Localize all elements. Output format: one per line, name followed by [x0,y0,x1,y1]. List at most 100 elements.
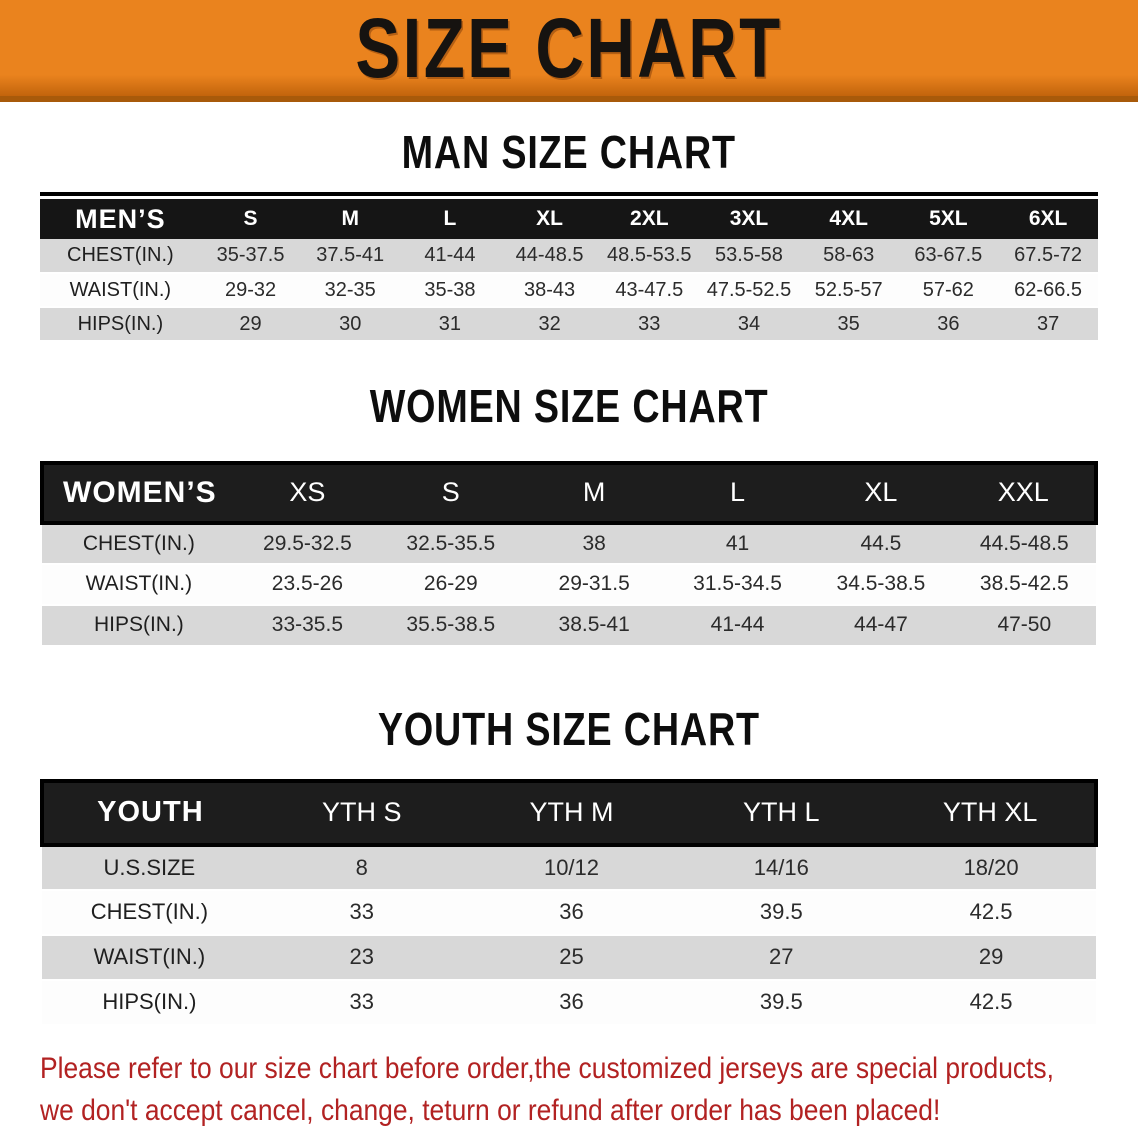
measurement-label: HIPS(IN.) [93,613,184,637]
measurement-value: 38-43 [524,278,576,301]
measurement-value: 32.5-35.5 [406,531,496,555]
measurement-value: 47-50 [997,613,1052,637]
measurement-value: 43-47.5 [615,278,684,301]
measurement-value: 42.5 [969,899,1013,925]
women-size-table: WOMEN’S XS S M L XL XXL CHEST(IN.) 29.5-32.5 32.5… [40,461,1098,647]
size-column-header: YTH S [256,780,467,845]
measurement-value: 63-67.5 [914,244,983,267]
measurement-value: 38.5-42.5 [979,572,1069,596]
measurement-label: WAIST(IN.) [85,572,193,596]
measurement-value: 44-47 [854,613,908,637]
measurement-value: 39.5 [759,899,803,925]
measurement-value: 23 [349,944,374,970]
youth-section-heading: YOUTH SIZE CHART [0,704,1138,753]
disclaimer-line-1: Please refer to our size chart before or… [40,1051,1054,1085]
measurement-value: 34 [737,312,761,335]
measurement-value: 18/20 [963,854,1019,880]
size-column-header: YTH L [676,780,887,845]
disclaimer: Please refer to our size chart before or… [40,1048,1098,1132]
measurement-value: 33 [349,899,374,925]
measurement-value: 37.5-41 [316,244,385,267]
measurement-label: WAIST(IN.) [69,278,172,301]
measurement-label: CHEST(IN.) [67,244,174,267]
measurement-value: 23.5-26 [271,572,344,596]
measurement-value: 35-37.5 [216,244,285,267]
size-column-header: S [379,462,523,523]
measurement-value: 62-66.5 [1014,278,1083,301]
measurement-row: WAIST(IN.) 23 25 27 29 [42,934,1096,980]
measurement-row: CHEST(IN.) 29.5-32.5 32.5-35.5 38 41 44.5 44.5… [42,522,1096,564]
measurement-label: CHEST(IN.) [82,531,195,555]
measurement-value: 32 [538,312,561,335]
size-column-header: XS [235,462,380,523]
women-section-heading-text: WOMEN SIZE CHART [369,380,769,433]
banner: SIZE CHART [0,0,1138,102]
size-column-header: 5XL [898,199,999,240]
measurement-value: 30 [339,312,362,335]
measurement-value: 26-29 [423,572,478,596]
measurement-value: 33 [349,989,374,1015]
measurement-value: 29-31.5 [558,572,630,596]
table-header-row: MEN’S S M L XL 2XL 3XL 4XL 5XL 6XL [40,199,1098,240]
measurement-value: 35-38 [424,278,476,301]
size-column-header: 3XL [699,199,799,240]
measurement-value: 25 [559,944,584,970]
measurement-value: 35.5-38.5 [406,613,496,637]
measurement-row: HIPS(IN.) 33-35.5 35.5-38.5 38.5-41 41-44 44-… [42,604,1096,646]
measurement-value: 34.5-38.5 [836,572,926,596]
measurement-value: 29 [978,944,1004,970]
man-section-heading: MAN SIZE CHART [0,126,1138,178]
measurement-label: HIPS(IN.) [77,312,164,335]
size-column-header: M [300,199,401,240]
measurement-value: 31.5-34.5 [693,572,782,596]
measurement-value: 10/12 [543,854,600,880]
measurement-value: 38 [582,531,606,555]
size-column-header: 6XL [998,199,1098,240]
measurement-row: WAIST(IN.) 23.5-26 26-29 29-31.5 31.5-34.5 34… [42,563,1096,605]
measurement-value: 41-44 [424,244,476,267]
measurement-row: HIPS(IN.) 33 36 39.5 42.5 [42,979,1096,1025]
measurement-row: HIPS(IN.) 29 30 31 32 33 34 35 36 37 [40,307,1098,342]
measurement-value: 27 [769,944,794,970]
measurement-value: 53.5-58 [715,244,783,267]
measurement-row: WAIST(IN.) 29-32 32-35 35-38 38-43 43-47.5 47.… [40,273,1098,308]
table-title-cell: YOUTH [42,780,257,845]
measurement-value: 29.5-32.5 [263,531,352,555]
measurement-value: 32-35 [324,278,376,301]
measurement-value: 29-32 [224,278,277,301]
measurement-value: 44-48.5 [515,244,584,267]
table-header-row: YOUTH YTH S YTH M YTH L YTH XL [42,780,1096,845]
measurement-label: WAIST(IN.) [93,944,206,970]
size-column-header: L [400,199,500,240]
size-column-header: XL [499,199,600,240]
measurement-value: 44.5 [860,531,902,555]
measurement-value: 35 [837,312,860,335]
measurement-value: 36 [559,899,584,925]
measurement-label: U.S.SIZE [103,854,196,880]
measurement-value: 36 [559,989,584,1015]
measurement-value: 41-44 [710,613,765,637]
size-column-header: XXL [952,462,1096,523]
measurement-value: 42.5 [969,989,1013,1015]
men-table-top-rule [40,192,1098,197]
measurement-value: 33 [638,312,661,335]
size-column-header: S [200,199,301,240]
measurement-value: 33-35.5 [271,613,344,637]
size-column-header: M [522,462,666,523]
measurement-row: CHEST(IN.) 33 36 39.5 42.5 [42,889,1096,935]
size-column-header: YTH M [466,780,677,845]
size-column-header: XL [809,462,953,523]
size-column-header: L [665,462,810,523]
measurement-value: 36 [937,312,960,335]
man-section-heading-text: MAN SIZE CHART [401,126,737,178]
size-column-header: YTH XL [886,780,1096,845]
measurement-row: CHEST(IN.) 35-37.5 37.5-41 41-44 44-48.5 48.5… [40,239,1098,274]
youth-size-table: YOUTH YTH S YTH M YTH L YTH XL U.S.SIZE 8 10/12… [40,779,1098,1026]
measurement-value: 41 [725,531,750,555]
measurement-value: 8 [355,854,368,880]
measurement-value: 31 [438,312,462,335]
measurement-value: 58-63 [823,244,875,267]
measurement-value: 37 [1036,312,1060,335]
measurement-row: U.S.SIZE 8 10/12 14/16 18/20 [42,844,1096,890]
